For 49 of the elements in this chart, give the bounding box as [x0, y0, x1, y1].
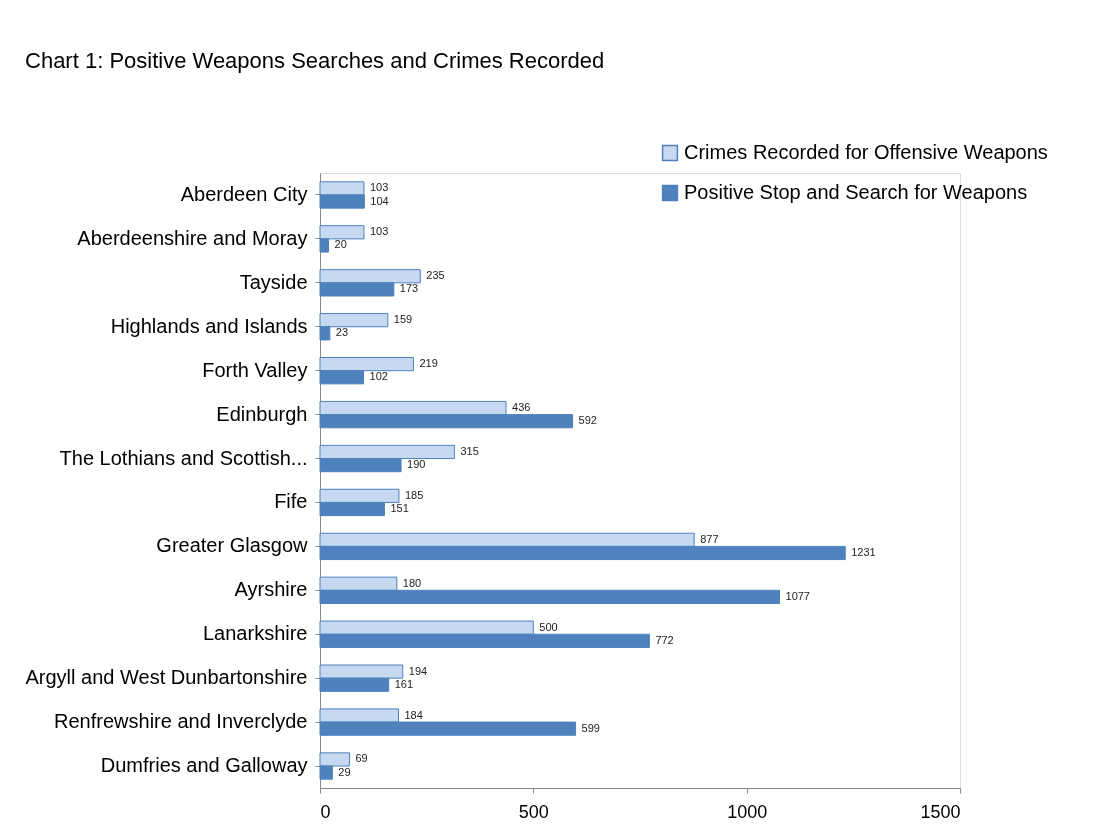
- data-label: 772: [655, 633, 674, 646]
- data-label: 173: [399, 282, 419, 295]
- data-label: 159: [393, 313, 413, 326]
- data-label: 219: [419, 357, 438, 370]
- y-tick-label: Forth Valley: [202, 358, 308, 381]
- data-label: 29: [338, 765, 351, 778]
- data-label: 184: [404, 708, 423, 721]
- data-label: 599: [581, 721, 600, 734]
- y-tick-label: Renfrewshire and Inverclyde: [54, 710, 308, 733]
- y-tick-label: Aberdeen City: [180, 182, 308, 205]
- y-tick-label: Tayside: [239, 270, 308, 293]
- data-label: 194: [408, 664, 428, 677]
- data-label: 1077: [785, 589, 810, 602]
- x-tick-label: 1500: [920, 801, 961, 822]
- data-label: 1231: [851, 545, 876, 558]
- data-label: 103: [369, 181, 389, 194]
- chart-title: Chart 1: Positive Weapons Searches and Crimes Recorded: [25, 48, 605, 73]
- y-tick-label: Dumfries and Galloway: [100, 754, 308, 777]
- y-tick-label: Greater Glasgow: [156, 534, 309, 557]
- y-tick-label: Argyll and West Dunbartonshire: [25, 666, 308, 689]
- x-tick-label: 500: [518, 801, 549, 822]
- y-tick-label: Highlands and Islands: [110, 314, 308, 337]
- data-label: 20: [334, 238, 347, 251]
- data-label: 104: [370, 194, 389, 207]
- y-tick-label: Fife: [274, 490, 308, 513]
- y-tick-label: Lanarkshire: [202, 622, 308, 645]
- data-label: 500: [539, 620, 558, 633]
- y-tick-label: Aberdeenshire and Moray: [77, 226, 308, 249]
- x-tick-label: 1000: [727, 801, 768, 822]
- y-tick-label: The Lothians and Scottish...: [59, 446, 308, 469]
- data-label: 185: [404, 488, 424, 501]
- y-tick-label: Ayrshire: [234, 578, 308, 601]
- data-label: 69: [355, 752, 368, 765]
- data-label: 877: [700, 532, 719, 545]
- data-label: 103: [369, 225, 389, 238]
- data-label: 102: [369, 370, 388, 383]
- data-label: 161: [394, 677, 414, 690]
- y-tick-label: Edinburgh: [216, 402, 308, 425]
- data-label: 235: [426, 269, 445, 282]
- data-label: 190: [407, 458, 426, 471]
- data-label: 436: [512, 401, 531, 414]
- data-label: 592: [578, 414, 597, 427]
- x-tick-label: 0: [320, 801, 331, 822]
- data-label: 151: [390, 502, 409, 515]
- legend-label: Positive Stop and Search for Weapons: [684, 181, 1028, 203]
- data-label: 23: [335, 326, 349, 339]
- data-label: 315: [460, 444, 479, 457]
- legend-label: Crimes Recorded for Offensive Weapons: [684, 141, 1048, 163]
- data-label: 180: [402, 576, 422, 589]
